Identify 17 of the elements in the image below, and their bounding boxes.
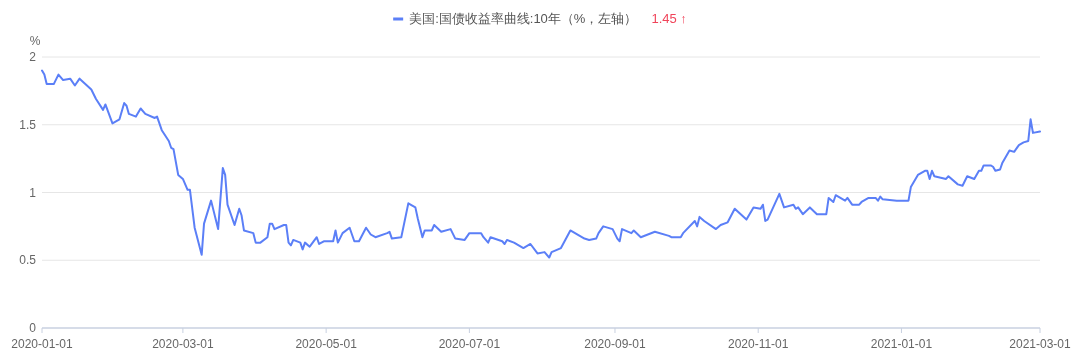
x-tick-label: 2020-09-01 [584, 337, 646, 351]
y-tick-label: 0.5 [19, 253, 37, 268]
x-tick-label: 2021-03-01 [1009, 337, 1072, 351]
y-axis-title: % [29, 34, 41, 48]
y-tick-label: 1.5 [19, 117, 37, 132]
x-tick-label: 2021-01-01 [870, 337, 933, 351]
y-tick-label: 1 [29, 185, 37, 200]
line-series [41, 69, 1041, 259]
y-tick-label: 0 [29, 321, 37, 335]
legend-label: 美国:国债收益率曲线:10年（%，左轴） [409, 11, 638, 26]
y-tick-label: 2 [29, 50, 37, 64]
x-tick-label: 2020-05-01 [295, 337, 358, 351]
x-tick-label: 2020-03-01 [152, 337, 214, 351]
text: 1.45 ↑ [651, 11, 687, 26]
x-tick-label: 2020-01-01 [11, 337, 74, 351]
x-tick-label: 2020-11-01 [727, 337, 789, 351]
x-tick-label: 2020-07-01 [438, 337, 501, 351]
